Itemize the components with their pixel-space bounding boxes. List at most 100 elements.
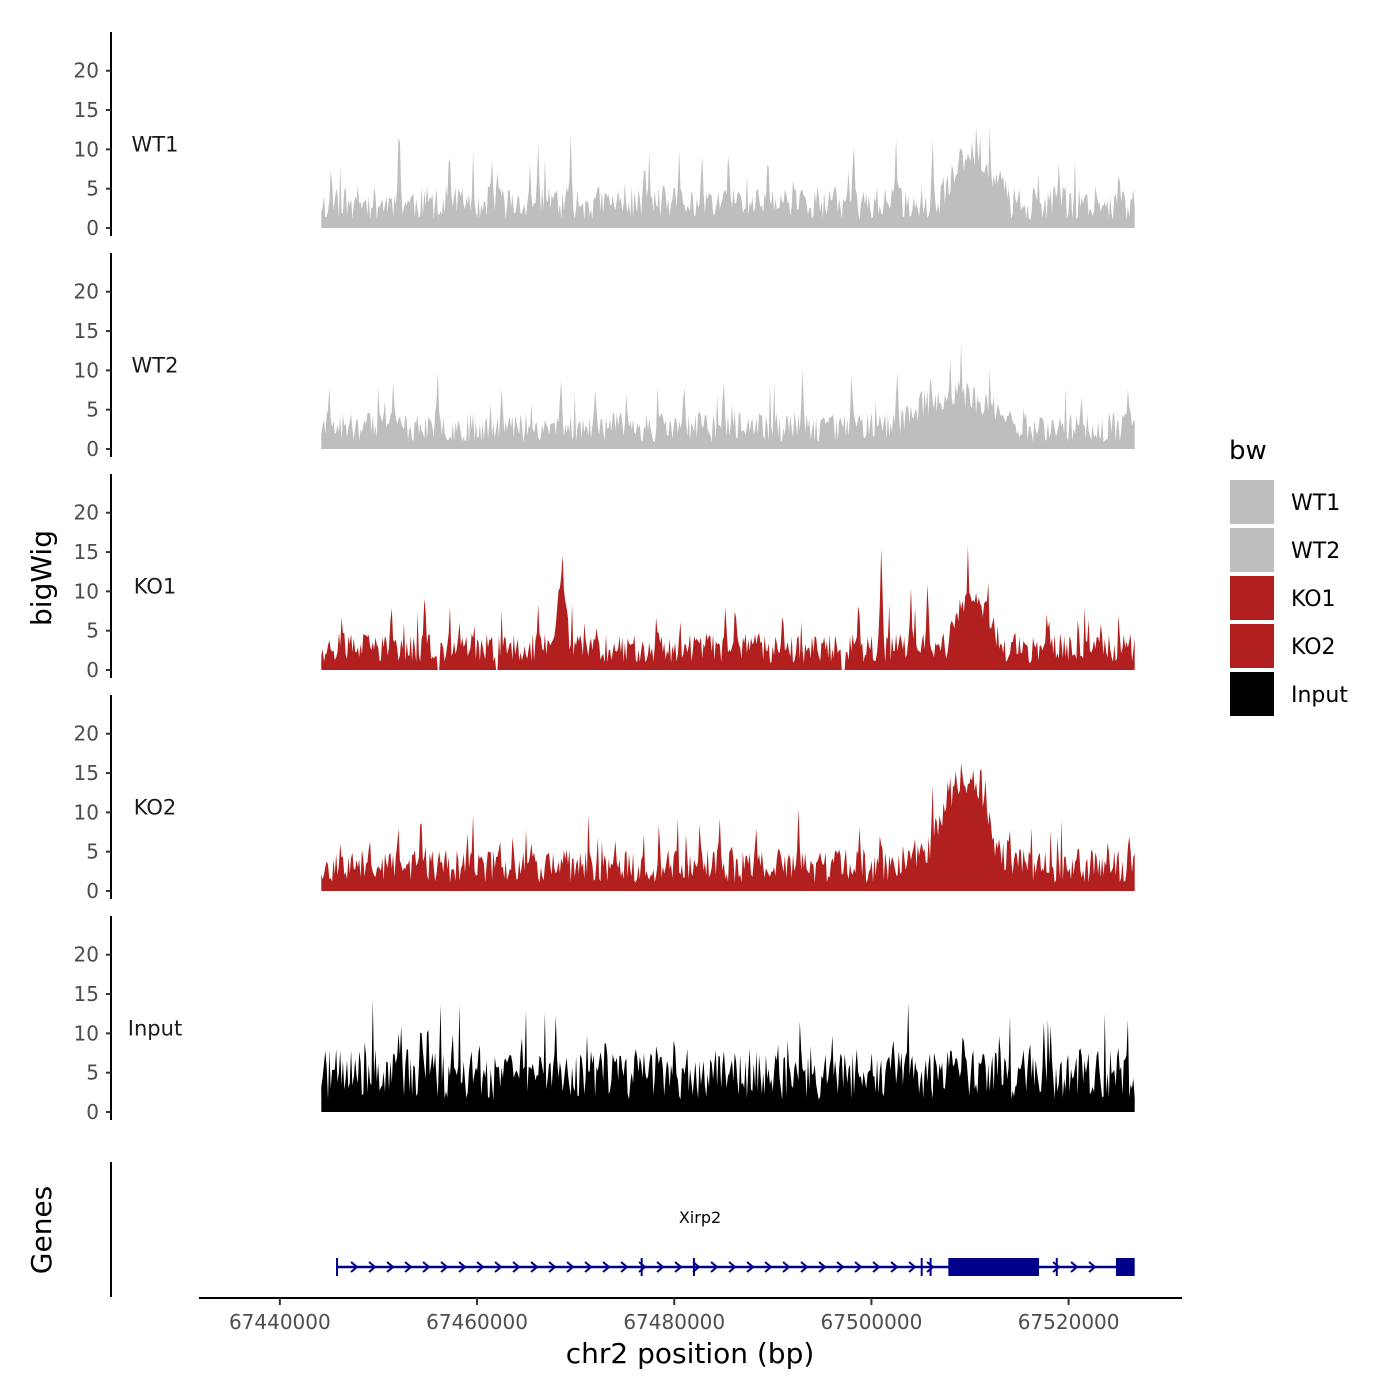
y-tick-label: 20	[74, 501, 99, 525]
x-axis: 67440000 67460000 67480000 67500000 67520000…	[199, 1297, 1182, 1370]
legend-label: WT1	[1291, 491, 1340, 516]
track-label: WT2	[132, 353, 179, 377]
strand-arrow	[422, 1261, 431, 1273]
y-tick-label: 5	[86, 177, 99, 201]
x-tick-label: 67460000	[426, 1310, 528, 1334]
legend: bw WT1 WT2 KO1 KO2 Input	[1229, 436, 1348, 716]
y-tick-label: 0	[86, 658, 99, 682]
x-ticks: 67440000 67460000 67480000 67500000 67520000	[229, 1298, 1120, 1334]
track-label: KO2	[134, 795, 177, 819]
legend-swatch	[1230, 528, 1274, 572]
y-tick-label: 10	[74, 1021, 99, 1045]
strand-arrow	[440, 1261, 449, 1273]
coverage-area-input	[321, 999, 1135, 1112]
y-tick-label: 15	[74, 982, 99, 1006]
legend-label: WT2	[1291, 539, 1340, 564]
coverage-area-wt1	[321, 126, 1135, 228]
strand-arrow	[836, 1261, 845, 1273]
track-label: WT1	[132, 132, 179, 156]
y-tick-label: 0	[86, 437, 99, 461]
legend-label: KO1	[1291, 587, 1336, 612]
y-tick-label: 10	[74, 358, 99, 382]
y-tick-label: 0	[86, 1100, 99, 1124]
coverage-area-ko2	[321, 763, 1135, 891]
strand-arrow	[1052, 1261, 1061, 1273]
strand-arrow	[512, 1261, 521, 1273]
x-tick-label: 67520000	[1018, 1310, 1120, 1334]
legend-entry-wt2: WT2	[1230, 528, 1340, 572]
strand-arrow	[602, 1261, 611, 1273]
strand-arrow	[584, 1261, 593, 1273]
strand-arrow	[1088, 1261, 1097, 1273]
strand-arrow	[692, 1261, 701, 1273]
legend-label: Input	[1291, 683, 1348, 708]
strand-arrow	[854, 1261, 863, 1273]
strand-arrow	[350, 1261, 359, 1273]
track-wt2: 0 5 10 15 20 WT2	[74, 253, 1135, 461]
y-tick-label: 10	[74, 137, 99, 161]
y-tick-label: 5	[86, 619, 99, 643]
strand-arrow	[620, 1261, 629, 1273]
gene-label: Xirp2	[679, 1208, 721, 1227]
strand-arrow	[674, 1261, 683, 1273]
y-tick-label: 20	[74, 59, 99, 83]
track-ko2: 0 5 10 15 20 KO2	[74, 695, 1135, 903]
y-tick-label: 5	[86, 398, 99, 422]
gene-exon	[1115, 1258, 1135, 1276]
strand-arrow	[710, 1261, 719, 1273]
legend-swatch	[1230, 672, 1274, 716]
strand-arrow	[908, 1261, 917, 1273]
y-tick-label: 15	[74, 540, 99, 564]
y-tick-label: 15	[74, 98, 99, 122]
y-axis-title: bigWig	[25, 530, 58, 626]
legend-entries: WT1 WT2 KO1 KO2 Input	[1230, 480, 1348, 716]
strand-arrow	[494, 1261, 503, 1273]
strand-arrow	[782, 1261, 791, 1273]
strand-arrow	[926, 1261, 935, 1273]
x-tick-label: 67500000	[821, 1310, 923, 1334]
y-tick-label: 10	[74, 800, 99, 824]
legend-entry-ko1: KO1	[1230, 576, 1336, 620]
coverage-tracks: 0 5 10 15 20 WT1 0 5 10 15 20 WT2 0 5 10 15 20 KO1 0 5 10 15 2…	[74, 32, 1135, 1124]
x-tick-label: 67480000	[623, 1310, 725, 1334]
track-ko1: 0 5 10 15 20 KO1	[74, 474, 1135, 682]
strand-arrow	[872, 1261, 881, 1273]
strand-arrow	[548, 1261, 557, 1273]
strand-arrow	[764, 1261, 773, 1273]
legend-swatch	[1230, 480, 1274, 524]
legend-title: bw	[1229, 436, 1267, 466]
legend-entry-input: Input	[1230, 672, 1348, 716]
legend-label: KO2	[1291, 635, 1336, 660]
y-tick-label: 15	[74, 761, 99, 785]
strand-arrow	[818, 1261, 827, 1273]
gene-exon	[948, 1258, 1040, 1276]
strand-arrow	[728, 1261, 737, 1273]
coverage-area-wt2	[321, 343, 1135, 449]
track-wt1: 0 5 10 15 20 WT1	[74, 32, 1135, 240]
legend-swatch	[1230, 576, 1274, 620]
track-label: Input	[128, 1016, 182, 1040]
strand-arrow	[656, 1261, 665, 1273]
y-tick-label: 5	[86, 840, 99, 864]
y-tick-label: 0	[86, 216, 99, 240]
strand-arrow	[890, 1261, 899, 1273]
strand-arrow	[476, 1261, 485, 1273]
legend-swatch	[1230, 624, 1274, 668]
y-tick-label: 15	[74, 319, 99, 343]
gene-model	[336, 1258, 1135, 1276]
strand-arrow	[404, 1261, 413, 1273]
y-tick-label: 0	[86, 879, 99, 903]
y-tick-label: 20	[74, 722, 99, 746]
legend-entry-ko2: KO2	[1230, 624, 1336, 668]
strand-arrow	[800, 1261, 809, 1273]
y-tick-label: 10	[74, 579, 99, 603]
y-tick-label: 20	[74, 280, 99, 304]
legend-entry-wt1: WT1	[1230, 480, 1340, 524]
strand-arrow	[386, 1261, 395, 1273]
strand-arrow	[530, 1261, 539, 1273]
gene-panel: Genes Xirp2	[25, 1162, 1135, 1297]
strand-arrow	[566, 1261, 575, 1273]
x-axis-title: chr2 position (bp)	[566, 1337, 815, 1370]
strand-arrow	[1070, 1261, 1079, 1273]
genes-axis-title: Genes	[25, 1186, 58, 1274]
